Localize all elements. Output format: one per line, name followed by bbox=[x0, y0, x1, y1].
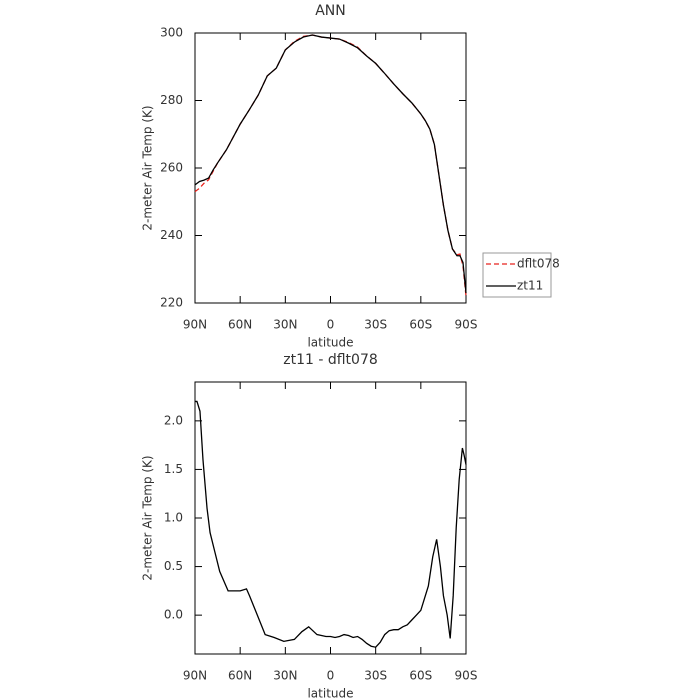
chart-title: zt11 - dflt078 bbox=[283, 352, 378, 368]
y-tick-label: 1.5 bbox=[164, 462, 183, 476]
series-line bbox=[194, 34, 467, 293]
series-line bbox=[194, 34, 467, 297]
x-tick-label: 60N bbox=[228, 669, 252, 683]
y-tick-label: 280 bbox=[160, 93, 183, 107]
y-tick-label: 0.0 bbox=[164, 608, 183, 622]
legend-box bbox=[482, 252, 552, 298]
x-tick-label: 30S bbox=[364, 669, 387, 683]
chart-title: ANN bbox=[315, 3, 346, 19]
x-tick-label: 30N bbox=[273, 669, 297, 683]
y-tick-label: 2.0 bbox=[164, 413, 183, 427]
x-axis-label: latitude bbox=[307, 687, 353, 700]
x-tick-label: 60S bbox=[409, 669, 432, 683]
series-line bbox=[195, 400, 467, 648]
x-tick-label: 0 bbox=[327, 669, 335, 683]
x-tick-label: 90N bbox=[183, 318, 207, 332]
x-tick-label: 90N bbox=[183, 669, 207, 683]
y-tick-label: 240 bbox=[160, 228, 183, 242]
x-tick-label: 30N bbox=[273, 318, 297, 332]
y-axis-label: 2-meter Air Temp (K) bbox=[141, 455, 155, 580]
x-tick-label: 0 bbox=[327, 318, 335, 332]
x-tick-label: 60N bbox=[228, 318, 252, 332]
x-tick-label: 30S bbox=[364, 318, 387, 332]
plot-frame bbox=[194, 381, 467, 655]
legend-label: zt11 bbox=[517, 279, 543, 293]
legend-label: dflt078 bbox=[517, 257, 560, 271]
y-tick-label: 260 bbox=[160, 161, 183, 175]
y-tick-label: 0.5 bbox=[164, 559, 183, 573]
x-tick-label: 60S bbox=[409, 318, 432, 332]
plot-frame bbox=[194, 32, 467, 304]
x-tick-label: 90S bbox=[455, 669, 478, 683]
y-tick-label: 300 bbox=[160, 26, 183, 40]
y-axis-label: 2-meter Air Temp (K) bbox=[141, 105, 155, 230]
x-axis-label: latitude bbox=[307, 336, 353, 350]
y-tick-label: 1.0 bbox=[164, 511, 183, 525]
x-tick-label: 90S bbox=[455, 318, 478, 332]
y-tick-label: 220 bbox=[160, 296, 183, 310]
